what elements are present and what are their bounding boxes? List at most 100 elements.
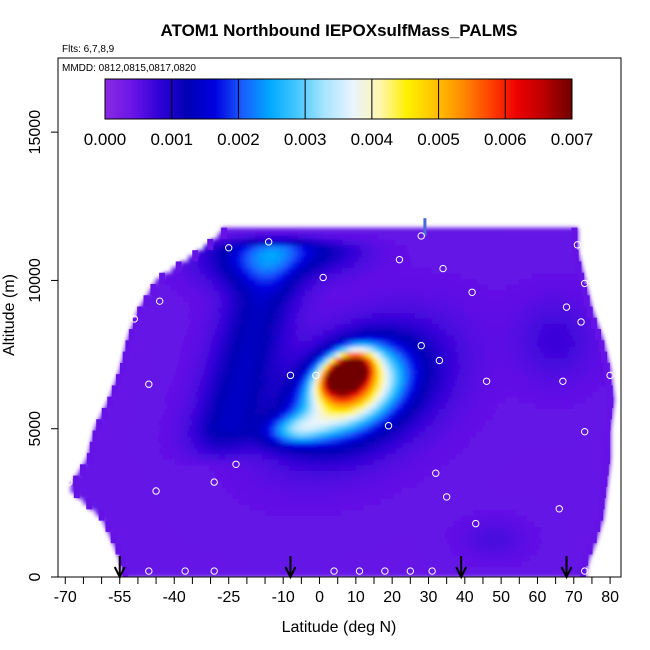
- heatmap-cell: [428, 548, 434, 556]
- heatmap-cell: [395, 430, 401, 437]
- heatmap-cell: [334, 385, 341, 392]
- heatmap-cell: [208, 554, 215, 561]
- heatmap-cell: [285, 402, 291, 409]
- heatmap-cell: [197, 430, 203, 437]
- heatmap-cell: [561, 357, 567, 364]
- heatmap-cell: [358, 503, 365, 511]
- heatmap-cell: [254, 486, 261, 494]
- heatmap-cell: [329, 374, 335, 381]
- heatmap-cell: [316, 481, 323, 488]
- heatmap-cell: [208, 509, 215, 516]
- heatmap-cell: [266, 560, 273, 567]
- heatmap-cell: [468, 441, 474, 449]
- heatmap-cell: [351, 436, 358, 443]
- heatmap-cell: [557, 486, 563, 494]
- heatmap-cell: [495, 323, 502, 330]
- heatmap-cell: [133, 492, 140, 499]
- heatmap-cell: [169, 357, 175, 364]
- heatmap-cell: [354, 334, 361, 342]
- heatmap-cell: [580, 503, 586, 511]
- heatmap-cell: [251, 413, 257, 421]
- heatmap-cell: [275, 464, 281, 471]
- heatmap-cell: [149, 498, 155, 505]
- heatmap-cell: [316, 486, 322, 494]
- heatmap-cell: [133, 543, 139, 550]
- heatmap-cell: [377, 458, 384, 466]
- heatmap-cell: [513, 430, 519, 437]
- heatmap-cell: [485, 340, 491, 347]
- heatmap-cell: [233, 362, 240, 370]
- heatmap-cell: [246, 441, 252, 449]
- heatmap-cell: [214, 329, 221, 336]
- heatmap-cell: [400, 503, 407, 511]
- heatmap-cell: [361, 329, 367, 336]
- heatmap-cell: [200, 345, 206, 353]
- heatmap-cell: [446, 469, 453, 477]
- heatmap-cell: [410, 475, 416, 483]
- heatmap-cell: [520, 464, 527, 471]
- heatmap-cell: [225, 357, 232, 364]
- heatmap-cell: [99, 424, 106, 432]
- heatmap-cell: [570, 407, 577, 415]
- heatmap-cell: [450, 329, 457, 336]
- heatmap-cell: [529, 458, 535, 466]
- heatmap-cell: [536, 526, 543, 533]
- heatmap-cell: [174, 458, 181, 466]
- heatmap-cell: [394, 436, 400, 443]
- heatmap-cell: [554, 345, 561, 353]
- heatmap-cell: [524, 481, 531, 488]
- heatmap-cell: [368, 520, 375, 528]
- heatmap-cell: [487, 379, 494, 387]
- heatmap-cell: [294, 402, 301, 409]
- heatmap-cell: [492, 509, 498, 516]
- heatmap-cell: [507, 453, 514, 460]
- heatmap-cell: [576, 424, 582, 432]
- heatmap-cell: [542, 475, 548, 483]
- heatmap-cell: [551, 407, 558, 415]
- heatmap-cell: [408, 391, 414, 398]
- heatmap-cell: [534, 441, 540, 449]
- heatmap-cell: [184, 531, 191, 539]
- heatmap-cell: [448, 424, 455, 432]
- heatmap-cell: [168, 419, 174, 426]
- heatmap-cell: [431, 379, 437, 387]
- heatmap-cell: [462, 486, 469, 494]
- heatmap-cell: [203, 531, 210, 539]
- heatmap-cell: [258, 565, 265, 573]
- heatmap-cell: [448, 571, 455, 577]
- heatmap-cell: [153, 498, 160, 505]
- heatmap-cell: [478, 509, 484, 516]
- heatmap-cell: [171, 402, 178, 409]
- heatmap-cell: [200, 317, 206, 325]
- heatmap-cell: [472, 441, 479, 449]
- heatmap-cell: [304, 560, 311, 567]
- heatmap-cell: [182, 362, 188, 370]
- heatmap-cell: [322, 543, 328, 550]
- heatmap-cell: [273, 407, 279, 415]
- heatmap-cell: [485, 475, 492, 483]
- heatmap-cell: [267, 548, 274, 556]
- heatmap-cell: [351, 329, 358, 336]
- heatmap-cell: [439, 424, 446, 432]
- heatmap-cell: [467, 458, 474, 466]
- heatmap-cell: [357, 537, 364, 544]
- heatmap-cell: [512, 362, 519, 370]
- heatmap-cell: [452, 430, 458, 437]
- heatmap-cell: [212, 396, 219, 404]
- heatmap-cell: [150, 447, 156, 454]
- heatmap-cell: [574, 453, 580, 460]
- heatmap-cell: [196, 526, 203, 533]
- heatmap-cell: [286, 340, 293, 347]
- heatmap-cell: [552, 334, 559, 342]
- heatmap-cell: [150, 407, 156, 415]
- heatmap-cell: [427, 560, 433, 567]
- heatmap-cell: [306, 571, 313, 577]
- heatmap-cell: [597, 453, 604, 460]
- heatmap-cell: [144, 526, 151, 533]
- heatmap-cell: [312, 441, 318, 449]
- heatmap-cell: [557, 424, 564, 432]
- heatmap-cell: [232, 543, 238, 550]
- heatmap-cell: [335, 334, 342, 342]
- heatmap-cell: [574, 374, 581, 381]
- heatmap-cell: [288, 520, 294, 528]
